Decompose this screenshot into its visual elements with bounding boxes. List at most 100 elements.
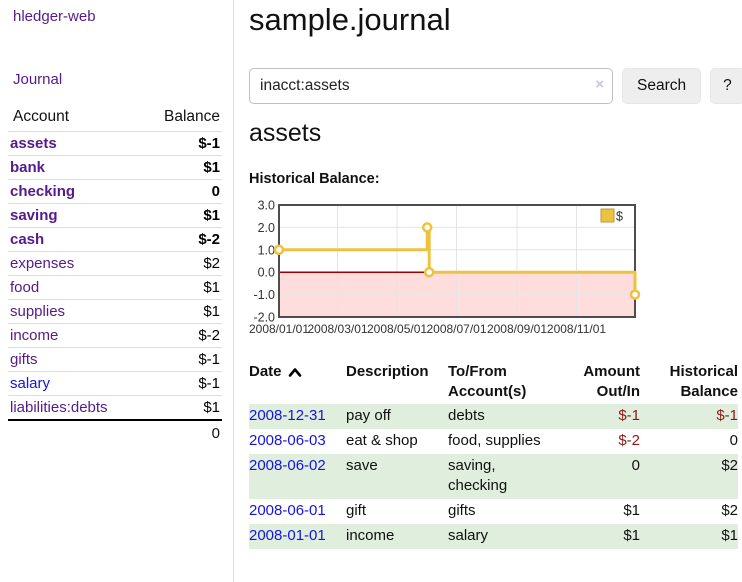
transaction-accounts: gifts [448,502,476,519]
transaction-accounts: salary [448,527,489,544]
account-heading: assets [249,119,322,147]
account-row: gifts $-1 [8,347,222,372]
account-link[interactable]: saving [10,207,58,224]
transaction-balance: 0 [729,432,738,449]
accounts-table: Account Balance assets $-1 bank $1 checking 0… [8,104,222,445]
transaction-date-link[interactable]: 2008-01-01 [249,527,326,544]
account-row: checking 0 [8,179,222,204]
account-row: salary $-1 [8,371,222,396]
register-table: Date Description To/From Account(s) Amou… [249,360,738,549]
transaction-accounts: saving, checking [448,457,508,494]
account-balance: $-2 [142,227,222,252]
account-balance: $-1 [142,371,222,396]
data-point-marker [423,266,435,278]
page-title: sample.journal [249,2,451,37]
register-row: 2008-06-01 gift gifts $1 $2 [249,499,738,524]
data-point-marker [629,289,641,300]
account-link[interactable]: income [10,327,59,344]
transaction-description: gift [346,502,367,519]
y-tick-label: 2.0 [258,221,275,235]
account-link[interactable]: supplies [10,303,66,320]
account-row: supplies $1 [8,299,222,324]
account-link[interactable]: bank [10,159,46,176]
transaction-date-link[interactable]: 2008-06-01 [249,502,326,519]
y-tick-label: 3.0 [258,200,275,213]
account-link[interactable]: gifts [10,351,38,368]
data-point-marker [273,244,285,256]
clear-search-icon[interactable]: × [595,76,604,93]
search-input[interactable] [249,68,613,104]
col-date[interactable]: Date [249,360,346,404]
transaction-amount: $1 [623,527,640,544]
col-description: Description [346,363,429,380]
register-row: 2008-01-01 income salary $1 $1 [249,524,738,549]
register-row: 2008-06-03 eat & shop food, supplies $-2 0 [249,429,738,454]
account-balance: $1 [142,203,222,228]
col-date-label: Date [249,363,282,380]
x-tick-label: 2008/09/01 [487,322,547,336]
search-bar: × Search ? [249,68,742,104]
transaction-accounts: debts [448,407,485,424]
sort-ascending-icon [288,368,301,377]
account-link[interactable]: cash [10,231,45,248]
search-button[interactable]: Search [622,68,702,104]
account-row: cash $-2 [8,227,222,252]
account-link[interactable]: expenses [10,255,75,272]
account-link[interactable]: food [10,279,40,296]
account-row: income $-2 [8,323,222,348]
account-balance: $1 [142,275,222,300]
transaction-accounts: food, supplies [448,432,541,449]
nav-journal-link[interactable]: Journal [13,71,63,88]
account-balance: $1 [142,155,222,180]
transaction-date-link[interactable]: 2008-06-02 [249,457,326,474]
transaction-description: pay off [346,407,391,424]
x-tick-label: 2008/03/01 [307,322,367,336]
transaction-amount: $-2 [618,432,640,449]
account-row: bank $1 [8,155,222,180]
x-tick-label: 2008/07/01 [426,322,486,336]
transaction-date-link[interactable]: 2008-06-03 [249,432,326,449]
account-link[interactable]: liabilities:debts [10,399,108,416]
y-tick-label: 0.0 [258,266,275,280]
account-link[interactable]: assets [10,135,57,152]
accounts-total-row: 0 [8,419,222,445]
legend-label: $ [616,210,623,224]
register-row: 2008-12-31 pay off debts $-1 $-1 [249,404,738,429]
register-row: 2008-06-02 save saving, checking 0 $2 [249,454,738,499]
account-row: liabilities:debts $1 [8,395,222,420]
accounts-col-account: Account [13,108,70,125]
y-tick-label: 1.0 [258,243,275,257]
help-button[interactable]: ? [710,68,742,104]
account-row: expenses $2 [8,251,222,276]
account-balance: $-1 [142,347,222,372]
chart-border [278,204,636,318]
transaction-balance: $1 [721,527,738,544]
account-balance: 0 [142,179,222,204]
transaction-description: save [346,457,378,474]
account-balance: $-1 [142,131,222,156]
account-row: assets $-1 [8,131,222,156]
transaction-balance: $-1 [716,407,738,424]
transaction-description: eat & shop [346,432,418,449]
transaction-balance: $2 [721,502,738,519]
account-balance: $2 [142,251,222,276]
account-balance: $1 [142,395,222,420]
app-brand-link[interactable]: hledger-web [13,8,96,25]
col-amount: Amount Out/In [583,363,640,400]
x-tick-label: 2008/05/01 [367,322,427,336]
account-link[interactable]: checking [10,183,76,200]
account-balance: $-2 [142,323,222,348]
account-link[interactable]: salary [10,375,51,392]
col-accounts: To/From Account(s) [448,363,527,400]
x-tick-label: 2008/11/01 [547,322,606,336]
transaction-date-link[interactable]: 2008-12-31 [249,407,326,424]
transaction-amount: $1 [623,502,640,519]
account-balance: $1 [142,299,222,324]
data-point-marker [422,222,433,233]
col-balance: Historical Balance [669,363,738,400]
x-tick-label: 2008/01/01 [249,322,309,336]
legend-swatch [600,208,615,223]
transaction-description: income [346,527,395,544]
transaction-amount: 0 [631,457,640,474]
register-header-row: Date Description To/From Account(s) Amou… [249,360,738,404]
